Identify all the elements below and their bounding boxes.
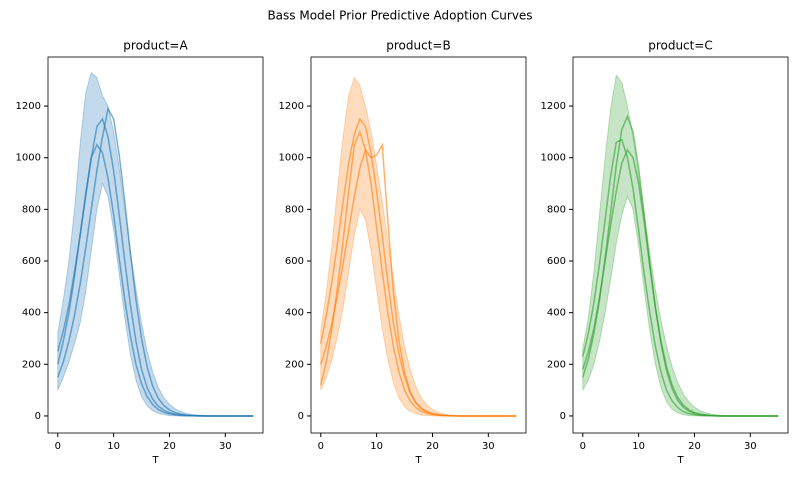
y-tick-label: 1000: [541, 153, 566, 164]
band: [57, 71, 254, 417]
x-tick-label: 30: [744, 441, 757, 452]
y-tick-label: 800: [22, 204, 41, 215]
x-tick-label: 0: [55, 441, 61, 452]
x-tick-label: 20: [163, 441, 176, 452]
axes-frame: [572, 56, 789, 434]
y-tick-label: 400: [547, 308, 566, 319]
x-tick-label: 0: [318, 441, 324, 452]
x-tick-label: 30: [219, 441, 232, 452]
y-tick-label: 800: [547, 204, 566, 215]
y-tick-label: 0: [560, 411, 566, 422]
axes-frame: [310, 56, 527, 434]
y-tick-label: 600: [22, 256, 41, 267]
y-tick-label: 200: [22, 359, 41, 370]
x-tick-label: 20: [426, 441, 439, 452]
y-tick-label: 0: [298, 411, 304, 422]
curve: [320, 129, 517, 417]
panel-title: product=B: [386, 39, 450, 53]
y-tick-label: 1000: [279, 153, 304, 164]
y-tick-label: 200: [285, 359, 304, 370]
y-tick-label: 0: [35, 411, 41, 422]
x-tick-label: 10: [632, 441, 645, 452]
y-tick-label: 1200: [541, 101, 566, 112]
band: [582, 73, 779, 417]
curve: [320, 142, 517, 417]
x-tick-label: 10: [370, 441, 383, 452]
panel-title: product=A: [123, 39, 188, 53]
x-tick-label: 10: [107, 441, 120, 452]
y-tick-label: 400: [22, 308, 41, 319]
y-tick-label: 800: [285, 204, 304, 215]
y-tick-label: 600: [285, 256, 304, 267]
y-tick-label: 1200: [16, 101, 41, 112]
x-axis-label: T: [151, 455, 159, 466]
curve: [582, 148, 779, 417]
y-tick-label: 600: [547, 256, 566, 267]
x-axis-label: T: [676, 455, 684, 466]
x-tick-label: 0: [580, 441, 586, 452]
band: [320, 76, 517, 417]
y-tick-label: 400: [285, 308, 304, 319]
x-tick-label: 20: [688, 441, 701, 452]
y-tick-label: 1200: [279, 101, 304, 112]
curve: [57, 106, 254, 417]
y-tick-label: 200: [547, 359, 566, 370]
panel-title: product=C: [648, 39, 713, 53]
y-tick-label: 1000: [16, 153, 41, 164]
x-tick-label: 30: [482, 441, 495, 452]
figure-title: Bass Model Prior Predictive Adoption Cur…: [267, 9, 532, 23]
axes-frame: [47, 56, 264, 434]
x-axis-label: T: [414, 455, 422, 466]
